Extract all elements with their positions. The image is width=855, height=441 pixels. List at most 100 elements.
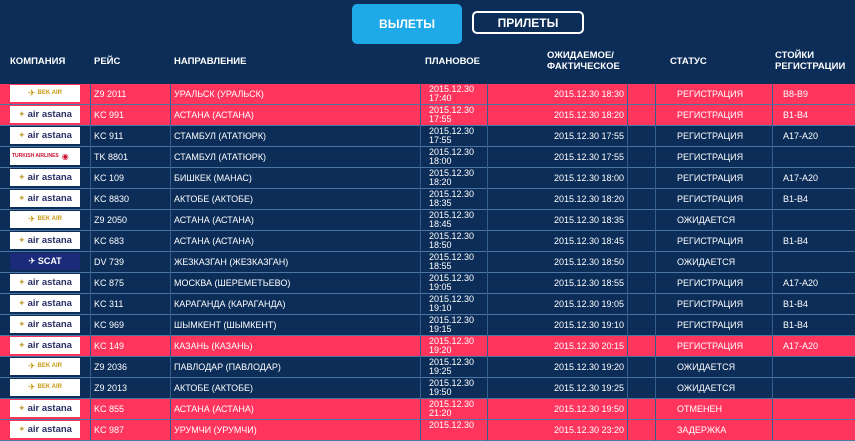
planned-date: 2015.12.30 bbox=[429, 84, 475, 94]
air-astana-emblem-icon: ✦ bbox=[18, 340, 26, 350]
destination: АКТОБЕ (АКТОБЕ) bbox=[174, 383, 253, 393]
airline-logo: ✦ air astana bbox=[10, 337, 80, 354]
flight-number: KC 911 bbox=[94, 131, 124, 141]
table-row[interactable]: ✈ SCAT DV 739 ЖЕЗКАЗГАН (ЖЕЗКАЗГАН) 2015.12.… bbox=[0, 252, 855, 273]
planned-clock: 19:20 bbox=[429, 345, 452, 355]
flight-number: Z9 2013 bbox=[94, 383, 128, 393]
airline-logo-cell: ✈ BEK AIR bbox=[10, 379, 80, 396]
destination: УРУМЧИ (УРУМЧИ) bbox=[174, 425, 257, 435]
table-row[interactable]: ✈ BEK AIR Z9 2050 АСТАНА (АСТАНА) 2015.12.30… bbox=[0, 210, 855, 231]
checkin-desks: B1-B4 bbox=[783, 320, 809, 330]
airline-logo-cell: ✈ BEK AIR bbox=[10, 358, 80, 375]
planned-time: 2015.12.30 21:20 bbox=[429, 400, 474, 418]
table-row[interactable]: ✦ air astana KC 911 СТАМБУЛ (АТАТЮРК) 2015.1… bbox=[0, 126, 855, 147]
checkin-desks: A17-A20 bbox=[783, 341, 819, 351]
planned-date: 2015.12.30 bbox=[429, 294, 475, 304]
airline-logo-text: SCAT bbox=[37, 256, 62, 266]
header-flight: РЕЙС bbox=[94, 56, 121, 67]
destination: ПАВЛОДАР (ПАВЛОДАР) bbox=[174, 362, 281, 372]
destination: ЖЕЗКАЗГАН (ЖЕЗКАЗГАН) bbox=[174, 257, 289, 267]
destination: ШЫМКЕНТ (ШЫМКЕНТ) bbox=[174, 320, 277, 330]
table-row[interactable]: ✦ air astana KC 987 УРУМЧИ (УРУМЧИ) 2015.12.… bbox=[0, 420, 855, 441]
planned-date: 2015.12.30 bbox=[429, 231, 475, 241]
header-desks-line1: СТОЙКИ bbox=[775, 50, 815, 61]
table-row[interactable]: ✦ air astana KC 875 МОСКВА (ШЕРЕМЕТЬЕВО) 201… bbox=[0, 273, 855, 294]
airline-logo: ✦ air astana bbox=[10, 169, 80, 186]
tab-departures[interactable]: ВЫЛЕТЫ bbox=[352, 4, 462, 44]
checkin-desks: A17-A20 bbox=[783, 173, 819, 183]
header-expected-line1: ОЖИДАЕМОЕ/ bbox=[547, 50, 614, 61]
planned-clock: 18:50 bbox=[429, 240, 452, 250]
flight-number: DV 739 bbox=[94, 257, 125, 267]
airline-logo-text: air astana bbox=[27, 298, 72, 309]
planned-clock: 19:15 bbox=[429, 324, 452, 334]
table-row[interactable]: ✦ air astana KC 683 АСТАНА (АСТАНА) 2015.12.… bbox=[0, 231, 855, 252]
planned-clock: 18:55 bbox=[429, 261, 452, 271]
table-row[interactable]: ✦ air astana KC 855 АСТАНА (АСТАНА) 2015.12.… bbox=[0, 399, 855, 420]
planned-time: 2015.12.30 17:55 bbox=[429, 106, 474, 124]
header-desks-line2: РЕГИСТРАЦИИ bbox=[775, 61, 846, 72]
status-text: РЕГИСТРАЦИЯ bbox=[677, 194, 744, 204]
air-astana-emblem-icon: ✦ bbox=[18, 319, 26, 329]
airline-logo: ✈ BEK AIR bbox=[10, 85, 80, 102]
expected-time: 2015.12.30 18:35 bbox=[554, 215, 625, 225]
air-astana-emblem-icon: ✦ bbox=[18, 424, 26, 434]
airline-logo-text: air astana bbox=[27, 172, 72, 183]
airline-logo-text: air astana bbox=[27, 109, 72, 120]
table-row[interactable]: ✦ air astana KC 109 БИШКЕК (МАНАС) 2015.12.3… bbox=[0, 168, 855, 189]
planned-time: 2015.12.30 19:25 bbox=[429, 358, 474, 376]
planned-clock: 18:20 bbox=[429, 177, 452, 187]
table-row[interactable]: TURKISH AIRLINES ◉ TK 8801 СТАМБУЛ (АТАТЮРК… bbox=[0, 147, 855, 168]
checkin-desks: B1-B4 bbox=[783, 236, 809, 246]
column-divider bbox=[772, 84, 773, 441]
planned-date: 2015.12.30 bbox=[429, 273, 475, 283]
airline-logo-cell: ✈ BEK AIR bbox=[10, 211, 80, 228]
airline-logo-cell: ✦ air astana bbox=[10, 421, 80, 438]
table-row[interactable]: ✦ air astana KC 991 АСТАНА (АСТАНА) 2015.12.… bbox=[0, 105, 855, 126]
air-astana-emblem-icon: ✦ bbox=[18, 298, 26, 308]
checkin-desks: B1-B4 bbox=[783, 299, 809, 309]
destination: АКТОБЕ (АКТОБЕ) bbox=[174, 194, 253, 204]
flight-number: KC 875 bbox=[94, 278, 125, 288]
air-astana-emblem-icon: ✦ bbox=[18, 172, 26, 182]
flight-number: KC 987 bbox=[94, 425, 125, 435]
status-text: ОЖИДАЕТСЯ bbox=[677, 257, 736, 267]
airline-logo: ✦ air astana bbox=[10, 274, 80, 291]
planned-time: 2015.12.30 18:45 bbox=[429, 211, 474, 229]
airline-logo-cell: ✦ air astana bbox=[10, 106, 80, 123]
flight-number: KC 149 bbox=[94, 341, 125, 351]
planned-date: 2015.12.30 bbox=[429, 168, 475, 178]
airline-logo: ✦ air astana bbox=[10, 400, 80, 417]
planned-time: 2015.12.30 18:50 bbox=[429, 232, 474, 250]
planned-clock: 18:45 bbox=[429, 219, 452, 229]
expected-time: 2015.12.30 19:10 bbox=[554, 320, 625, 330]
table-row[interactable]: ✈ BEK AIR Z9 2013 АКТОБЕ (АКТОБЕ) 2015.12.30… bbox=[0, 378, 855, 399]
flights-table: ✈ BEK AIR Z9 2011 УРАЛЬСК (УРАЛЬСК) 2015.12.… bbox=[0, 84, 855, 441]
planned-time: 2015.12.30 19:20 bbox=[429, 337, 474, 355]
airline-logo-text: BEK AIR bbox=[37, 90, 62, 96]
tab-bar: ВЫЛЕТЫ ПРИЛЕТЫ bbox=[0, 0, 855, 44]
planned-time: 2015.12.30 19:15 bbox=[429, 316, 474, 334]
table-row[interactable]: ✦ air astana KC 149 КАЗАНЬ (КАЗАНЬ) 2015.12.… bbox=[0, 336, 855, 357]
header-planned: ПЛАНОВОЕ bbox=[425, 56, 480, 67]
airline-logo: ✦ air astana bbox=[10, 421, 80, 438]
column-divider bbox=[487, 84, 488, 441]
table-row[interactable]: ✦ air astana KC 8830 АКТОБЕ (АКТОБЕ) 2015.12… bbox=[0, 189, 855, 210]
table-row[interactable]: ✦ air astana KC 969 ШЫМКЕНТ (ШЫМКЕНТ) 2015.1… bbox=[0, 315, 855, 336]
status-text: РЕГИСТРАЦИЯ bbox=[677, 89, 744, 99]
airline-logo-text: air astana bbox=[27, 319, 72, 330]
destination: АСТАНА (АСТАНА) bbox=[174, 110, 254, 120]
table-row[interactable]: ✦ air astana KC 311 КАРАГАНДА (КАРАГАНДА) 20… bbox=[0, 294, 855, 315]
checkin-desks: B1-B4 bbox=[783, 110, 809, 120]
air-astana-emblem-icon: ✦ bbox=[18, 277, 26, 287]
status-text: ОЖИДАЕТСЯ bbox=[677, 362, 736, 372]
checkin-desks: A17-A20 bbox=[783, 278, 819, 288]
expected-time: 2015.12.30 18:50 bbox=[554, 257, 625, 267]
table-row[interactable]: ✈ BEK AIR Z9 2011 УРАЛЬСК (УРАЛЬСК) 2015.12.… bbox=[0, 84, 855, 105]
checkin-desks: B1-B4 bbox=[783, 194, 809, 204]
airline-logo: ✈ BEK AIR bbox=[10, 379, 80, 396]
expected-time: 2015.12.30 17:55 bbox=[554, 131, 625, 141]
planned-date: 2015.12.30 bbox=[429, 399, 475, 409]
tab-arrivals[interactable]: ПРИЛЕТЫ bbox=[472, 11, 584, 34]
table-row[interactable]: ✈ BEK AIR Z9 2036 ПАВЛОДАР (ПАВЛОДАР) 2015.1… bbox=[0, 357, 855, 378]
